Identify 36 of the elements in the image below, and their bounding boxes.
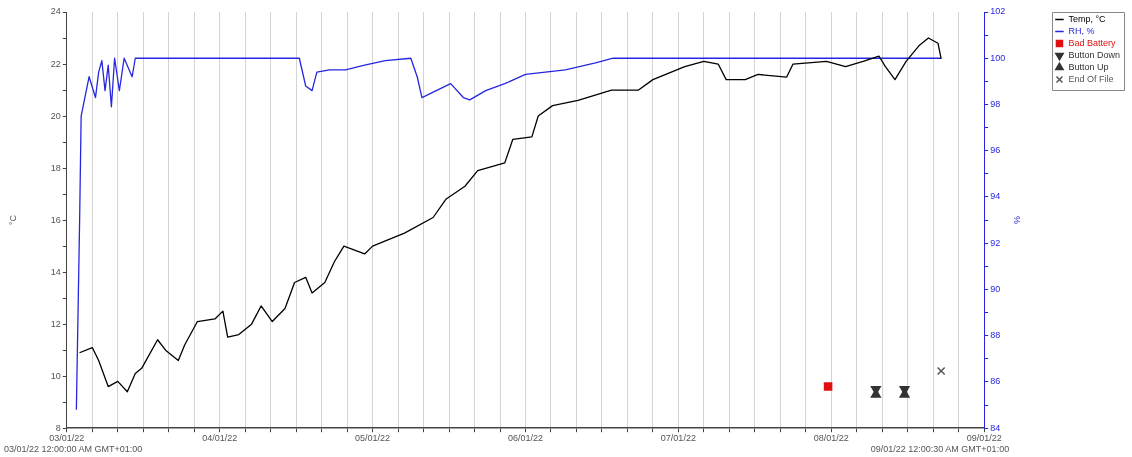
legend-label: End Of File	[1068, 73, 1114, 84]
x-tick-label: 05/01/22	[355, 433, 391, 444]
y-tick-label: 16	[50, 214, 61, 225]
x-tick-label: 03/01/22	[49, 433, 85, 444]
y-tick-label: 14	[50, 266, 61, 277]
x-tick-label: 04/01/22	[202, 433, 238, 444]
x-tick-label: 07/01/22	[660, 433, 696, 444]
y-tick-label: 12	[50, 318, 61, 329]
text: 03/01/22 12:00:00 AM GMT+01:00	[4, 443, 143, 454]
x-tick-label: 06/01/22	[507, 433, 544, 444]
legend-label: Bad Battery	[1068, 37, 1116, 48]
y2-tick-label: 88	[990, 330, 1001, 341]
legend-label: Temp, °C	[1068, 13, 1107, 24]
y2-tick-label: 98	[990, 98, 1001, 109]
y2-tick-label: 84	[990, 422, 1001, 433]
x-tick-label: 08/01/22	[813, 433, 849, 444]
legend-label: Button Up	[1068, 61, 1109, 72]
y2-tick-label: 86	[990, 376, 1001, 387]
y-axis-title: °C	[7, 214, 18, 226]
y-tick-label: 18	[50, 162, 61, 173]
y-tick-label: 22	[50, 58, 61, 69]
y2-tick-label: 90	[990, 283, 1001, 294]
y-tick-label: 8	[55, 422, 61, 433]
text: 09/01/22 12:00:30 AM GMT+01:00	[870, 443, 1010, 454]
y2-axis-title: %	[1012, 216, 1023, 225]
legend-label: RH, %	[1068, 25, 1095, 36]
y2-tick-label: 100	[990, 52, 1006, 63]
y2-tick-label: 92	[990, 237, 1001, 248]
y2-tick-label: 96	[990, 145, 1001, 156]
y2-tick-label: 94	[990, 191, 1001, 202]
y-tick-label: 24	[50, 6, 61, 17]
y-tick-label: 10	[50, 370, 61, 381]
y-tick-label: 20	[50, 110, 61, 121]
x-tick-label: 09/01/22	[966, 433, 1002, 444]
legend-label: Button Down	[1068, 49, 1120, 60]
y2-tick-label: 102	[990, 6, 1006, 17]
